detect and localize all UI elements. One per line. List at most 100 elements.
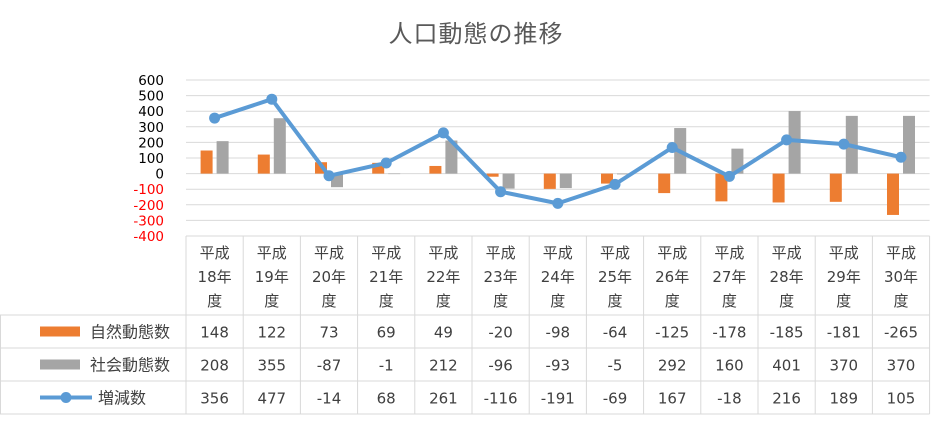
category-label: 平成 [200, 244, 230, 262]
category-label: 23年 [484, 268, 518, 286]
data-cell: 122 [257, 324, 286, 342]
data-cell: 261 [429, 390, 458, 408]
y-tick-label: 400 [138, 104, 164, 120]
legend-label: 自然動態数 [90, 323, 170, 342]
data-cell: 292 [658, 357, 687, 375]
line-point [380, 157, 392, 169]
data-cell: -125 [655, 324, 689, 342]
legend-key [60, 392, 72, 403]
data-cell: -1 [379, 357, 394, 375]
category-label: 平成 [486, 244, 516, 262]
legend-label: 社会動態数 [90, 356, 170, 375]
category-label: 度 [779, 292, 794, 310]
y-tick-label: -300 [133, 213, 164, 229]
category-label: 平成 [600, 244, 630, 262]
data-cell: 167 [658, 390, 687, 408]
category-label: 平成 [772, 244, 802, 262]
data-cell: -116 [484, 390, 518, 408]
category-label: 度 [665, 292, 680, 310]
bar-social [617, 173, 629, 175]
y-tick-label: -400 [133, 229, 164, 245]
data-cell: -69 [603, 390, 628, 408]
bar-natural [372, 162, 385, 174]
category-label: 24年 [541, 268, 575, 286]
bar-natural [658, 173, 671, 194]
data-cell: -93 [546, 357, 571, 375]
data-cell: -87 [317, 357, 342, 375]
data-cell: -14 [317, 390, 342, 408]
bar-natural [887, 173, 899, 215]
data-cell: 73 [319, 324, 338, 342]
data-cell: -265 [884, 324, 918, 342]
y-tick-label: 0 [155, 167, 164, 183]
category-label: 度 [607, 292, 622, 310]
category-label: 平成 [257, 244, 287, 262]
data-cell: 477 [257, 390, 286, 408]
category-label: 26年 [655, 268, 689, 286]
data-cell: 370 [829, 357, 858, 375]
bar-social [559, 173, 572, 189]
data-cell: -18 [717, 390, 742, 408]
bar-natural [429, 165, 442, 174]
category-label: 度 [264, 292, 279, 310]
y-tick-label: 500 [138, 89, 164, 105]
y-tick-label: 200 [138, 135, 164, 151]
bar-natural [829, 173, 842, 202]
category-label: 度 [436, 292, 451, 310]
data-cell: 69 [377, 324, 396, 342]
data-cell: -5 [608, 357, 623, 375]
bar-natural [486, 173, 499, 177]
category-label: 28年 [770, 268, 804, 286]
category-label: 平成 [714, 244, 744, 262]
category-label: 27年 [712, 268, 746, 286]
category-label: 度 [493, 292, 508, 310]
category-label: 度 [550, 292, 565, 310]
line-point [495, 186, 507, 198]
y-tick-label: 600 [138, 73, 164, 89]
line-point [437, 127, 449, 139]
data-cell: 216 [772, 390, 801, 408]
data-cell: 208 [200, 357, 229, 375]
line-point [209, 112, 221, 124]
legend-key [40, 326, 80, 337]
bar-natural [257, 154, 270, 174]
data-cell: 212 [429, 357, 458, 375]
line-point [666, 142, 678, 154]
line-point [609, 178, 621, 190]
data-cell: -98 [546, 324, 571, 342]
category-label: 平成 [657, 244, 687, 262]
data-cell: -185 [770, 324, 804, 342]
legend-label: 増減数 [98, 389, 146, 408]
y-tick-label: 300 [138, 120, 164, 136]
category-label: 平成 [314, 244, 344, 262]
data-cell: -178 [712, 324, 746, 342]
data-cell: 148 [200, 324, 229, 342]
data-cell: 189 [829, 390, 858, 408]
category-label: 22年 [426, 268, 460, 286]
data-cell: -191 [541, 390, 575, 408]
data-cell: 68 [377, 390, 396, 408]
category-label: 度 [207, 292, 222, 310]
bar-social [216, 141, 229, 174]
data-cell: 49 [434, 324, 453, 342]
data-cell: -96 [488, 357, 513, 375]
bar-natural [200, 150, 213, 174]
data-cell: 160 [715, 357, 744, 375]
category-label: 平成 [428, 244, 458, 262]
line-point [323, 170, 335, 182]
y-tick-label: -100 [133, 182, 164, 198]
data-cell: 355 [257, 357, 286, 375]
line-point [895, 151, 907, 163]
line-point [266, 93, 278, 105]
category-label: 18年 [198, 268, 232, 286]
data-cell: 356 [200, 390, 229, 408]
data-cell: 401 [772, 357, 801, 375]
data-cell: -181 [827, 324, 861, 342]
legend-key [40, 359, 80, 370]
category-label: 度 [379, 292, 394, 310]
category-label: 平成 [829, 244, 859, 262]
category-label: 29年 [827, 268, 861, 286]
category-label: 度 [321, 292, 336, 310]
